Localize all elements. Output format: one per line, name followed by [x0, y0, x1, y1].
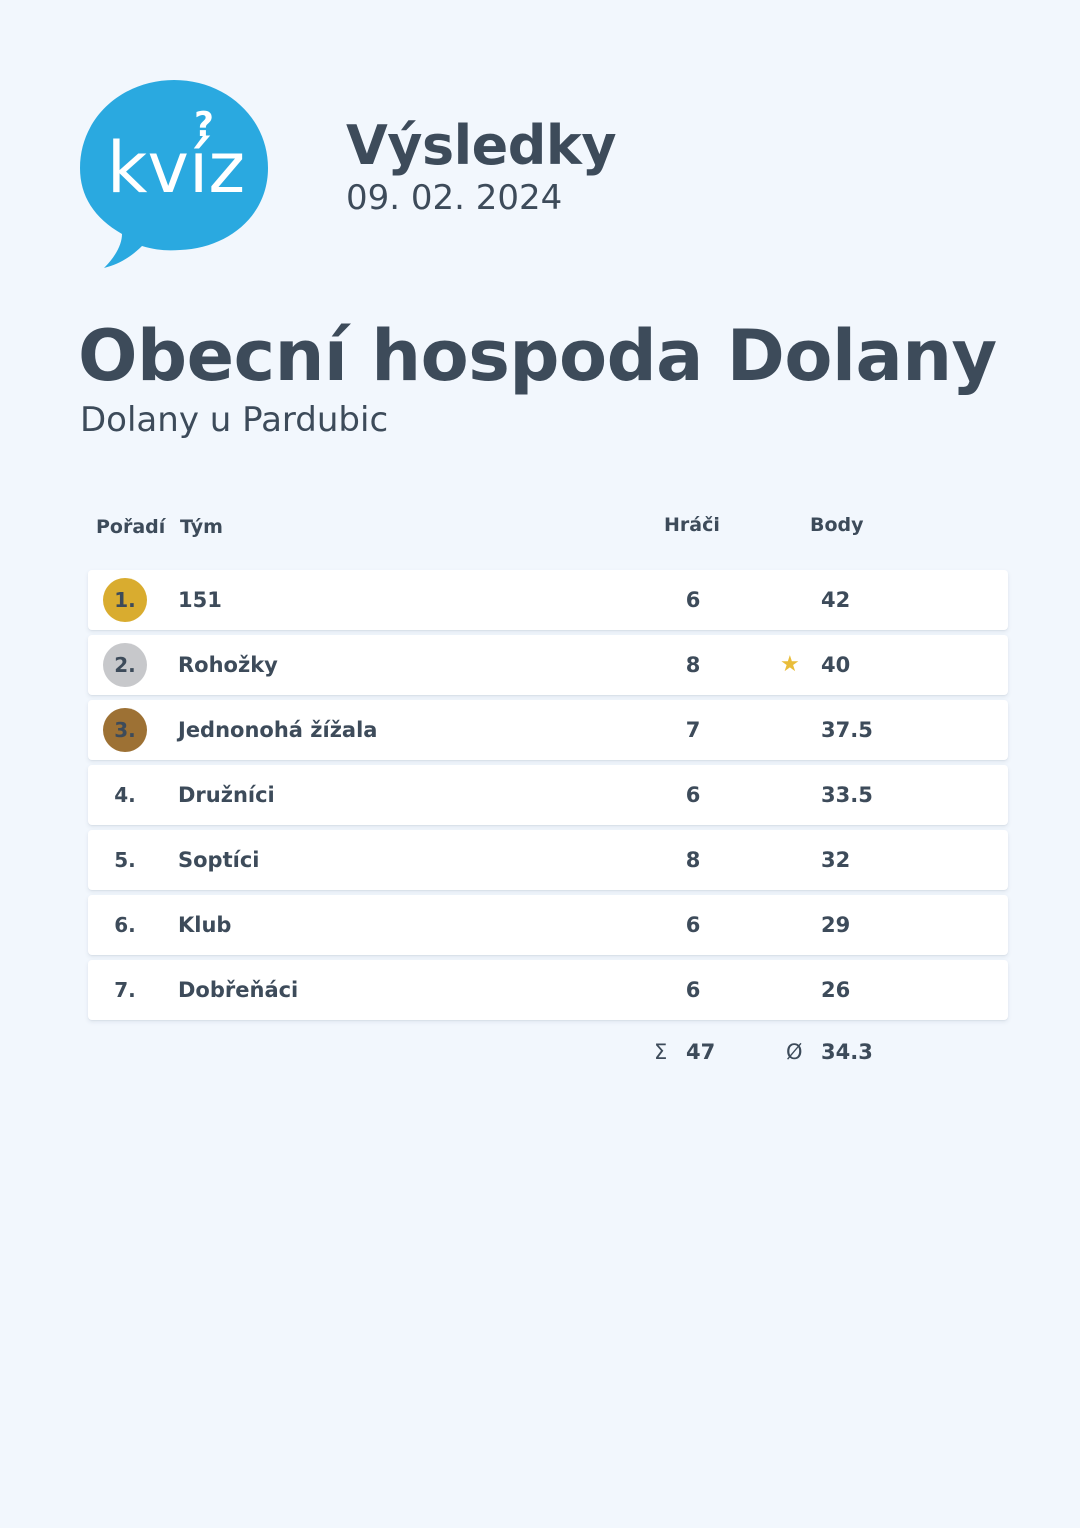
team-points: 33.5: [821, 783, 873, 807]
team-name: Družníci: [178, 783, 275, 807]
team-points: 37.5: [821, 718, 873, 742]
logo-question-mark: ?: [194, 105, 214, 145]
player-count: 6: [685, 588, 701, 612]
team-points: 26: [821, 978, 851, 1002]
team-points: 29: [821, 913, 851, 937]
team-points: 42: [821, 588, 851, 612]
rank-number: 4.: [114, 783, 136, 807]
team-name: Soptíci: [178, 848, 260, 872]
players-total: 47: [686, 1040, 716, 1064]
logo-text: kvíz: [107, 127, 245, 209]
table-row: 1. 151 6 42: [88, 570, 1008, 630]
points-average: 34.3: [821, 1040, 873, 1064]
table-row: 3. Jednonohá žížala 7 37.5: [88, 700, 1008, 760]
team-name: Klub: [178, 913, 232, 937]
rank-badge-gold: 1.: [103, 578, 147, 622]
team-name: Dobřeňáci: [178, 978, 299, 1002]
table-row: 5. Soptíci 8 32: [88, 830, 1008, 890]
rank-badge-bronze: 3.: [103, 708, 147, 752]
table-row: 7. Dobřeňáci 6 26: [88, 960, 1008, 1020]
team-points: 40: [821, 653, 851, 677]
player-count: 6: [685, 913, 701, 937]
sum-icon: Σ: [654, 1040, 668, 1064]
player-count: 6: [685, 978, 701, 1002]
team-points: 32: [821, 848, 851, 872]
speech-bubble-logo-icon: kvíz ?: [80, 80, 268, 268]
table-row: 2. Rohožky 8 ★ 40: [88, 635, 1008, 695]
rank-number: 6.: [114, 913, 136, 937]
table-row: 4. Družníci 6 33.5: [88, 765, 1008, 825]
quiz-date: 09. 02. 2024: [346, 178, 563, 218]
kviz-logo: kvíz ?: [76, 76, 272, 272]
team-name: 151: [178, 588, 222, 612]
team-name: Rohožky: [178, 653, 278, 677]
venue-name: Obecní hospoda Dolany: [78, 315, 997, 397]
venue-city: Dolany u Pardubic: [80, 400, 389, 440]
average-icon: Ø: [786, 1040, 803, 1064]
column-header-points: Body: [810, 514, 864, 536]
rank-badge-silver: 2.: [103, 643, 147, 687]
player-count: 6: [685, 783, 701, 807]
column-header-rank: Pořadí: [96, 516, 166, 538]
column-header-players: Hráči: [664, 514, 720, 536]
results-table: 1. 151 6 42 2. Rohožky 8 ★ 40 3. Jednono…: [88, 570, 1008, 1025]
table-row: 6. Klub 6 29: [88, 895, 1008, 955]
page-title: Výsledky: [346, 114, 617, 177]
player-count: 8: [685, 848, 701, 872]
column-header-team: Tým: [180, 516, 223, 538]
star-icon: ★: [780, 652, 800, 677]
player-count: 8: [685, 653, 701, 677]
rank-number: 7.: [114, 978, 136, 1002]
team-name: Jednonohá žížala: [178, 718, 378, 742]
player-count: 7: [685, 718, 701, 742]
rank-number: 5.: [114, 848, 136, 872]
